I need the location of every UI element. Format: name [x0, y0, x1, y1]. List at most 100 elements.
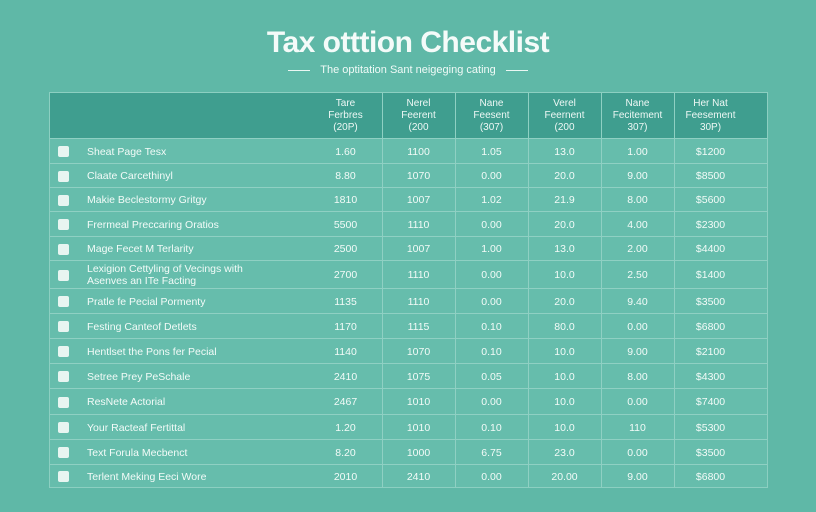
column-divider	[674, 93, 675, 487]
table-cell: 10.0	[554, 346, 575, 358]
table-row: Pratle fe Pecial Pormenty 1135 1110 0.00 20.…	[50, 288, 767, 314]
table-cell: 1070	[406, 346, 431, 358]
table-cell: 1.00	[627, 146, 648, 158]
table-cell: $4300	[695, 371, 726, 383]
table-row: Text Forula Mecbenct 8.20 1000 6.75 23.0 0.00…	[50, 439, 767, 465]
table-cell: 1000	[406, 447, 431, 459]
table-cell: 0.00	[627, 321, 648, 333]
row-checkbox[interactable]	[58, 346, 69, 357]
table-cell: 0.00	[481, 269, 502, 281]
table-cell: $3500	[695, 447, 726, 459]
row-checkbox[interactable]	[58, 321, 69, 332]
row-checkbox[interactable]	[58, 171, 69, 182]
table-row: Claate Carcethinyl 8.80 1070 0.00 20.0 9.00 $8…	[50, 163, 767, 188]
column-divider	[455, 93, 456, 487]
table-cell: 1110	[407, 269, 430, 281]
row-checkbox[interactable]	[58, 371, 69, 382]
table-cell: 0.10	[481, 321, 502, 333]
table-cell: 0.00	[481, 471, 502, 483]
table-cell: 2700	[333, 269, 358, 281]
row-checkbox[interactable]	[58, 422, 69, 433]
row-checkbox[interactable]	[58, 397, 69, 408]
table-cell: 8.00	[627, 371, 648, 383]
checklist-table: Tare Ferbres (20P) Nerel Feerent (200 Nane…	[49, 92, 768, 488]
task-label: Makie Beclestormy Gritgy	[87, 194, 207, 206]
table-cell: 9.00	[627, 170, 648, 182]
row-checkbox[interactable]	[58, 296, 69, 307]
task-label: Setree Prey PeSchale	[87, 371, 191, 383]
table-cell: 10.0	[554, 371, 575, 383]
table-cell: 0.00	[627, 396, 648, 408]
table-cell: 2010	[333, 471, 358, 483]
task-label: Festing Canteof Detlets	[87, 321, 197, 333]
row-checkbox[interactable]	[58, 195, 69, 206]
table-cell: 1075	[406, 371, 431, 383]
table-cell: 2.50	[627, 269, 648, 281]
task-label: Terlent Meking Eeci Wore	[87, 471, 207, 483]
table-cell: 0.00	[627, 447, 648, 459]
table-cell: $5600	[695, 194, 726, 206]
table-cell: 4.00	[627, 219, 648, 231]
table-cell: 20.0	[554, 170, 575, 182]
task-label: Pratle fe Pecial Pormenty	[87, 296, 206, 308]
table-cell: 2.00	[627, 243, 648, 255]
row-checkbox[interactable]	[58, 219, 69, 230]
page-subtitle-row: The optitation Sant neigeging cating	[0, 64, 816, 76]
column-header: Nane Fecitement 307)	[612, 97, 663, 133]
table-cell: 1810	[333, 194, 358, 206]
table-cell: 20.0	[554, 219, 575, 231]
table-cell: 1.20	[335, 422, 356, 434]
table-cell: 10.0	[554, 422, 575, 434]
table-cell: 0.05	[481, 371, 502, 383]
table-cell: 9.00	[627, 346, 648, 358]
table-row: Festing Canteof Detlets 1170 1115 0.10 80.0 0…	[50, 313, 767, 339]
row-checkbox[interactable]	[58, 270, 69, 281]
table-cell: 2467	[333, 396, 358, 408]
table-row: Setree Prey PeSchale 2410 1075 0.05 10.0 8.00…	[50, 363, 767, 389]
table-cell: 13.0	[554, 146, 575, 158]
column-header: Tare Ferbres (20P)	[328, 97, 363, 133]
subtitle-rule-left	[288, 69, 311, 71]
row-checkbox[interactable]	[58, 447, 69, 458]
table-cell: $2300	[695, 219, 726, 231]
table-header: Tare Ferbres (20P) Nerel Feerent (200 Nane…	[50, 93, 767, 138]
table-cell: 0.00	[481, 170, 502, 182]
column-header: Nane Feesent (307)	[473, 97, 510, 133]
table-row: Frermeal Preccaring Oratios 5500 1110 0.00 2…	[50, 211, 767, 237]
row-checkbox[interactable]	[58, 471, 69, 482]
table-cell: 1135	[334, 296, 357, 308]
table-cell: 8.80	[335, 170, 356, 182]
table-cell: 1.60	[335, 146, 356, 158]
table-cell: 1070	[406, 170, 431, 182]
table-cell: $4400	[695, 243, 726, 255]
table-cell: 20.00	[551, 471, 578, 483]
task-label: Sheat Page Tesx	[87, 146, 167, 158]
task-label: Text Forula Mecbenct	[87, 447, 188, 459]
task-label: ResNete Actorial	[87, 396, 166, 408]
column-divider	[382, 93, 383, 487]
task-label: Mage Fecet M Terlarity	[87, 243, 194, 255]
table-cell: 1140	[334, 346, 357, 358]
table-row: Hentlset the Pons fer Pecial 1140 1070 0.10…	[50, 338, 767, 364]
table-cell: 5500	[333, 219, 358, 231]
row-checkbox[interactable]	[58, 244, 69, 255]
table-cell: 1010	[406, 396, 431, 408]
table-cell: 6.75	[481, 447, 502, 459]
table-cell: 2410	[406, 471, 431, 483]
table-cell: 1.05	[481, 146, 502, 158]
table-row: Terlent Meking Eeci Wore 2010 2410 0.00 20.0…	[50, 464, 767, 488]
table-row: Sheat Page Tesx 1.60 1100 1.05 13.0 1.00 $1200	[50, 138, 767, 164]
table-cell: 9.00	[627, 471, 648, 483]
row-checkbox[interactable]	[58, 146, 69, 157]
task-label: Claate Carcethinyl	[87, 170, 173, 182]
table-cell: 1007	[406, 194, 431, 206]
table-cell: 1.00	[481, 243, 502, 255]
task-label: Lexigion Cettyling of Vecings with Asenv…	[87, 263, 243, 287]
task-label: Frermeal Preccaring Oratios	[87, 219, 219, 231]
table-cell: 13.0	[554, 243, 575, 255]
table-cell: 1170	[334, 321, 357, 333]
table-cell: 1010	[406, 422, 431, 434]
table-cell: 0.00	[481, 296, 502, 308]
task-label: Your Racteaf Fertittal	[87, 422, 186, 434]
column-header: Verel Feernent (200	[544, 97, 585, 133]
